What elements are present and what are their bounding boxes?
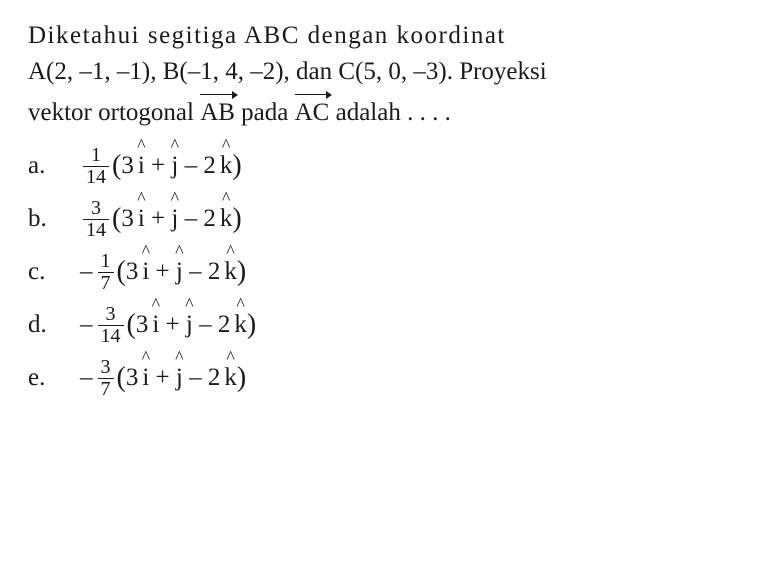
- paren-group: ( 3i + j – 2k ): [112, 199, 242, 240]
- option-e: e. – 3 7 ( 3i + j – 2k ): [28, 357, 738, 400]
- paren-group: ( 3i + j – 2k ): [127, 305, 257, 346]
- k-hat-icon: k: [234, 307, 247, 343]
- option-b: b. 3 14 ( 3i + j – 2k ): [28, 198, 738, 241]
- text: vektor ortogonal: [28, 99, 200, 126]
- option-d: d. – 3 14 ( 3i + j – 2k ): [28, 304, 738, 347]
- op: +: [151, 201, 165, 237]
- coef: 3: [126, 254, 139, 290]
- denominator: 14: [83, 166, 109, 188]
- option-letter: d.: [28, 307, 80, 343]
- k-hat-icon: k: [220, 201, 233, 237]
- numerator: 1: [88, 145, 104, 166]
- left-paren: (: [112, 199, 121, 240]
- question-line-2: A(2, –1, –1), B(–1, 4, –2), dan C(5, 0, …: [28, 54, 738, 90]
- denominator: 7: [98, 272, 114, 294]
- i-hat-icon: i: [142, 254, 149, 290]
- right-paren: ): [232, 199, 241, 240]
- op: +: [156, 254, 170, 290]
- coef: 3: [126, 360, 139, 396]
- coef: 3: [136, 307, 149, 343]
- fraction: 3 14: [83, 198, 109, 241]
- option-c: c. – 1 7 ( 3i + j – 2k ): [28, 251, 738, 294]
- paren-group: ( 3i + j – 2k ): [117, 358, 247, 399]
- question-line-1: Diketahui segitiga ABC dengan koordinat: [28, 18, 738, 54]
- fraction: 1 14: [83, 145, 109, 188]
- i-hat-icon: i: [138, 148, 145, 184]
- left-paren: (: [112, 146, 121, 187]
- negative-sign: –: [80, 254, 93, 290]
- right-paren: ): [232, 146, 241, 187]
- option-expression: – 3 7 ( 3i + j – 2k ): [80, 357, 246, 400]
- option-letter: c.: [28, 254, 80, 290]
- numerator: 3: [98, 357, 114, 378]
- coef: – 2: [185, 148, 216, 184]
- numerator: 3: [103, 304, 119, 325]
- question-stem: Diketahui segitiga ABC dengan koordinat …: [28, 18, 738, 131]
- coef: 3: [121, 201, 134, 237]
- coef: – 2: [189, 254, 220, 290]
- option-letter: b.: [28, 201, 80, 237]
- k-hat-icon: k: [224, 360, 237, 396]
- coef: – 2: [189, 360, 220, 396]
- denominator: 14: [83, 219, 109, 241]
- fraction: 1 7: [98, 251, 114, 294]
- text: pada: [235, 99, 295, 126]
- k-hat-icon: k: [224, 254, 237, 290]
- negative-sign: –: [80, 360, 93, 396]
- right-paren: ): [237, 252, 246, 293]
- negative-sign: –: [80, 307, 93, 343]
- right-paren: ): [247, 305, 256, 346]
- vector-label: AC: [295, 99, 330, 126]
- option-expression: – 1 7 ( 3i + j – 2k ): [80, 251, 246, 294]
- op: +: [151, 148, 165, 184]
- paren-group: ( 3i + j – 2k ): [112, 146, 242, 187]
- left-paren: (: [117, 252, 126, 293]
- numerator: 1: [98, 251, 114, 272]
- option-a: a. 1 14 ( 3i + j – 2k ): [28, 145, 738, 188]
- j-hat-icon: j: [176, 254, 183, 290]
- coef: – 2: [199, 307, 230, 343]
- denominator: 7: [98, 378, 114, 400]
- option-expression: 3 14 ( 3i + j – 2k ): [80, 198, 242, 241]
- question-line-3: vektor ortogonal AB pada AC adalah . . .…: [28, 91, 738, 131]
- option-letter: a.: [28, 148, 80, 184]
- j-hat-icon: j: [171, 148, 178, 184]
- denominator: 14: [98, 325, 124, 347]
- vector-arrow-icon: [200, 89, 237, 99]
- left-paren: (: [117, 358, 126, 399]
- coef: – 2: [185, 201, 216, 237]
- answer-options: a. 1 14 ( 3i + j – 2k ) b. 3 14 (: [28, 145, 738, 400]
- left-paren: (: [127, 305, 136, 346]
- fraction: 3 14: [98, 304, 124, 347]
- vector-ab: AB: [200, 91, 235, 131]
- text: adalah . . . .: [329, 99, 450, 126]
- j-hat-icon: j: [176, 360, 183, 396]
- right-paren: ): [237, 358, 246, 399]
- vector-ac: AC: [295, 91, 330, 131]
- coef: 3: [121, 148, 134, 184]
- option-expression: – 3 14 ( 3i + j – 2k ): [80, 304, 256, 347]
- option-letter: e.: [28, 360, 80, 396]
- i-hat-icon: i: [138, 201, 145, 237]
- vector-arrow-icon: [295, 89, 332, 99]
- op: +: [166, 307, 180, 343]
- k-hat-icon: k: [220, 148, 233, 184]
- i-hat-icon: i: [142, 360, 149, 396]
- j-hat-icon: j: [186, 307, 193, 343]
- vector-label: AB: [200, 99, 235, 126]
- j-hat-icon: j: [171, 201, 178, 237]
- option-expression: 1 14 ( 3i + j – 2k ): [80, 145, 242, 188]
- i-hat-icon: i: [152, 307, 159, 343]
- paren-group: ( 3i + j – 2k ): [117, 252, 247, 293]
- numerator: 3: [88, 198, 104, 219]
- fraction: 3 7: [98, 357, 114, 400]
- op: +: [156, 360, 170, 396]
